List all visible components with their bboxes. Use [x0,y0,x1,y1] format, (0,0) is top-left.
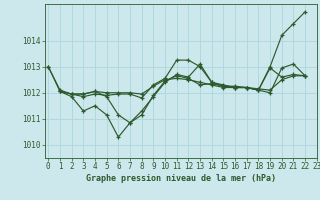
X-axis label: Graphe pression niveau de la mer (hPa): Graphe pression niveau de la mer (hPa) [86,174,276,183]
